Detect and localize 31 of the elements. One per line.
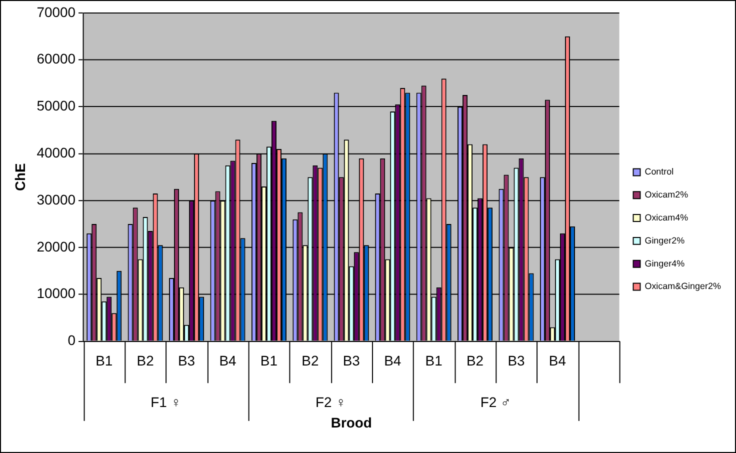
y-tick-label: 60000 [36, 50, 76, 67]
legend-label: Ginger2% [644, 235, 685, 246]
x-tick-label: B4 [384, 352, 402, 368]
y-tick-label: 50000 [36, 98, 76, 114]
x-tick-label: B3 [342, 352, 360, 368]
legend-label: Oxicam4% [644, 212, 688, 223]
x-tick-label: B1 [96, 352, 113, 368]
x-tick-label: B2 [302, 352, 319, 368]
legend-label: Oxicam&Ginger2% [644, 281, 721, 292]
x-tick-label: B3 [508, 352, 526, 368]
x-tick-label: B1 [425, 352, 443, 368]
text: F2 ♂ [480, 394, 511, 410]
x-tick-label: B2 [466, 352, 484, 368]
x-axis-title: Brood [330, 414, 372, 431]
legend-label: Control [644, 166, 674, 177]
y-tick-label: 30000 [36, 191, 76, 208]
y-tick-label: 20000 [36, 238, 76, 254]
x-tick-label: B2 [136, 352, 154, 368]
x-tick-label: B3 [178, 352, 196, 368]
x-tick-label: B4 [219, 352, 237, 368]
text: F2 ♀ [315, 394, 346, 410]
x-tick-label: B4 [548, 352, 566, 368]
legend-label: Oxicam2% [644, 190, 688, 200]
y-tick-label: 40000 [36, 144, 76, 161]
y-tick-label: 10000 [36, 285, 76, 302]
text: F1 ♀ [150, 394, 182, 410]
y-tick-label: 0 [68, 332, 76, 348]
x-tick-label: B1 [260, 352, 278, 368]
y-tick-label: 70000 [36, 4, 76, 20]
legend-label: Ginger4% [644, 258, 685, 268]
y-axis-title: ChE [12, 163, 28, 192]
